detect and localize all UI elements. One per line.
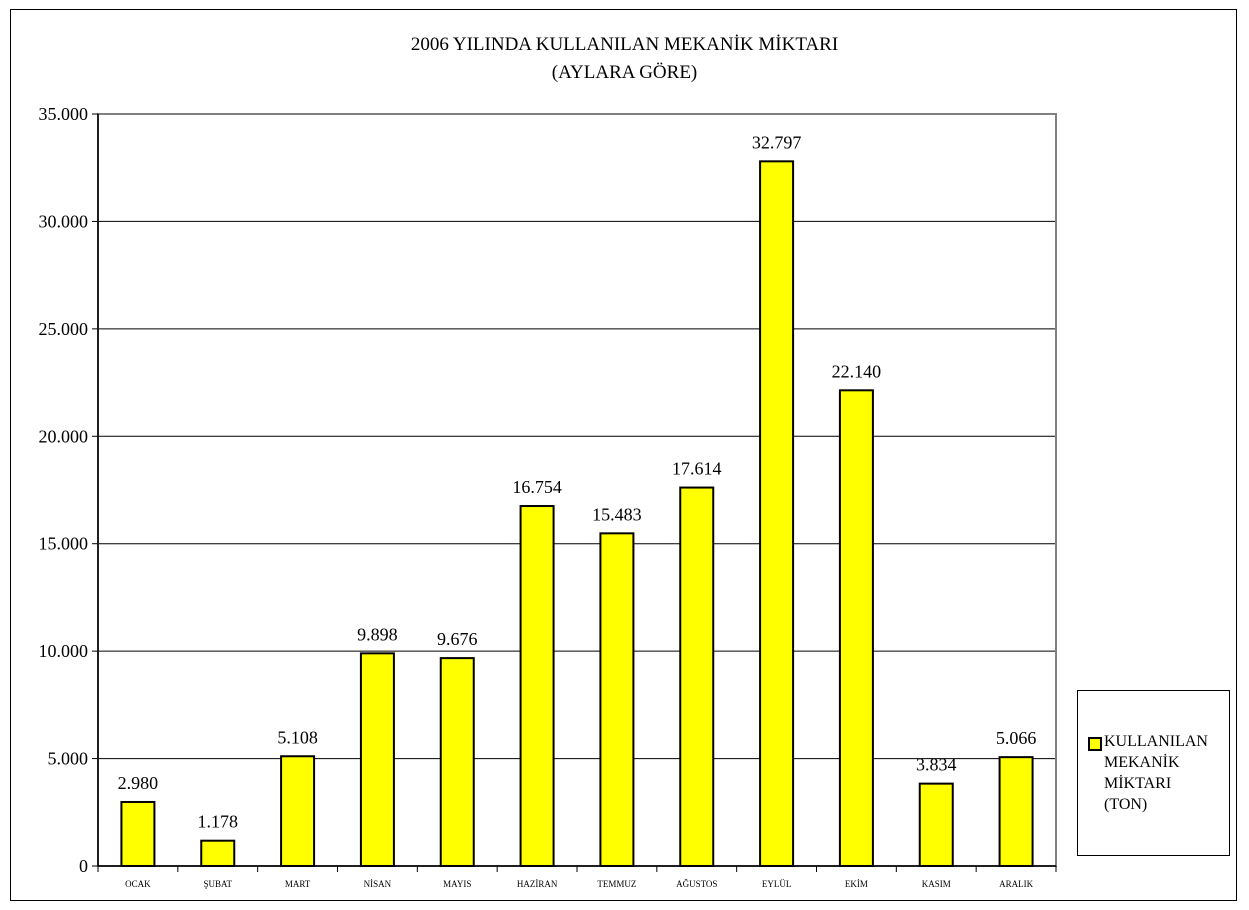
data-label: 9.898 — [357, 624, 398, 644]
data-label: 1.178 — [198, 812, 239, 832]
x-tick-label: ARALIK — [999, 879, 1033, 889]
data-label: 32.797 — [752, 132, 802, 152]
y-tick-label: 0 — [79, 856, 88, 876]
y-tick-label: 20.000 — [39, 426, 89, 446]
y-tick-labels: 0 5.000 10.000 15.000 20.000 25.000 30.000 35.0… — [39, 104, 89, 876]
legend-label-line-1: KULLANILAN — [1104, 733, 1208, 750]
bar-ni̇san — [359, 652, 395, 868]
x-tick-labels: OCAK ŞUBAT MART NİSAN MAYIS HAZİRAN TEMMUZ AĞUS… — [125, 879, 1033, 889]
chart-subtitle-line: (AYLARA GÖRE) — [551, 62, 698, 83]
data-label: 3.834 — [916, 755, 957, 775]
bar-kasim — [918, 782, 954, 868]
y-tick-label: 15.000 — [39, 534, 89, 554]
x-tick-label: AĞUSTOS — [676, 879, 717, 889]
bar-ocak — [120, 800, 156, 868]
y-tick-label: 10.000 — [39, 641, 89, 661]
data-label: 2.980 — [118, 773, 159, 793]
axes — [92, 113, 1057, 872]
x-tick-label: OCAK — [125, 879, 151, 889]
x-tick-label: KASIM — [922, 879, 951, 889]
legend-label-line-3: MİKTARI — [1104, 775, 1172, 792]
y-tick-label: 5.000 — [48, 749, 89, 769]
data-label: 17.614 — [672, 459, 722, 479]
bar-hazi̇ran — [519, 505, 555, 867]
data-label: 5.108 — [277, 727, 318, 747]
bar-temmuz — [599, 532, 635, 867]
legend: KULLANILAN MEKANİK MİKTARI (TON) — [1077, 690, 1230, 856]
x-tick-label: MAYIS — [443, 879, 471, 889]
x-tick-label: EKİM — [845, 879, 868, 889]
bar-ağustos — [679, 486, 715, 867]
gridlines — [98, 113, 1056, 760]
bar-mart — [280, 755, 316, 868]
x-tick-label: TEMMUZ — [597, 879, 636, 889]
x-tick-label: MART — [285, 879, 311, 889]
bars — [120, 160, 1034, 868]
bar-aralik — [998, 756, 1034, 868]
legend-label-line-2: MEKANİK — [1104, 754, 1180, 771]
x-tick-label: EYLÜL — [762, 879, 792, 889]
x-tick-label: HAZİRAN — [517, 879, 558, 889]
bar-eki̇m — [838, 389, 874, 867]
x-tick-label: ŞUBAT — [203, 879, 232, 889]
y-tick-label: 25.000 — [39, 319, 89, 339]
chart-title: 2006 YILINDA KULLANILAN MEKANİK MİKTARI … — [0, 31, 1249, 87]
data-label: 15.483 — [592, 504, 642, 524]
chart-title-line: 2006 YILINDA KULLANILAN MEKANİK MİKTARI — [410, 34, 839, 55]
legend-label: KULLANILAN MEKANİK MİKTARI (TON) — [1104, 731, 1229, 815]
y-tick-label: 30.000 — [39, 211, 89, 231]
data-label: 5.066 — [996, 728, 1037, 748]
plot-area-border — [97, 113, 1057, 867]
data-label: 9.676 — [437, 629, 478, 649]
x-tick-label: NİSAN — [364, 879, 392, 889]
bar-eylül — [759, 160, 795, 868]
data-label: 16.754 — [512, 477, 562, 497]
bar-şubat — [200, 839, 236, 867]
y-tick-label: 35.000 — [39, 104, 89, 124]
data-label: 22.140 — [832, 361, 882, 381]
data-labels: 2.980 1.178 5.108 9.898 9.676 16.754 15.483 17.… — [118, 132, 1037, 831]
bar-mayis — [439, 657, 475, 868]
legend-label-line-4: (TON) — [1104, 796, 1148, 813]
legend-swatch-icon — [1088, 737, 1102, 751]
